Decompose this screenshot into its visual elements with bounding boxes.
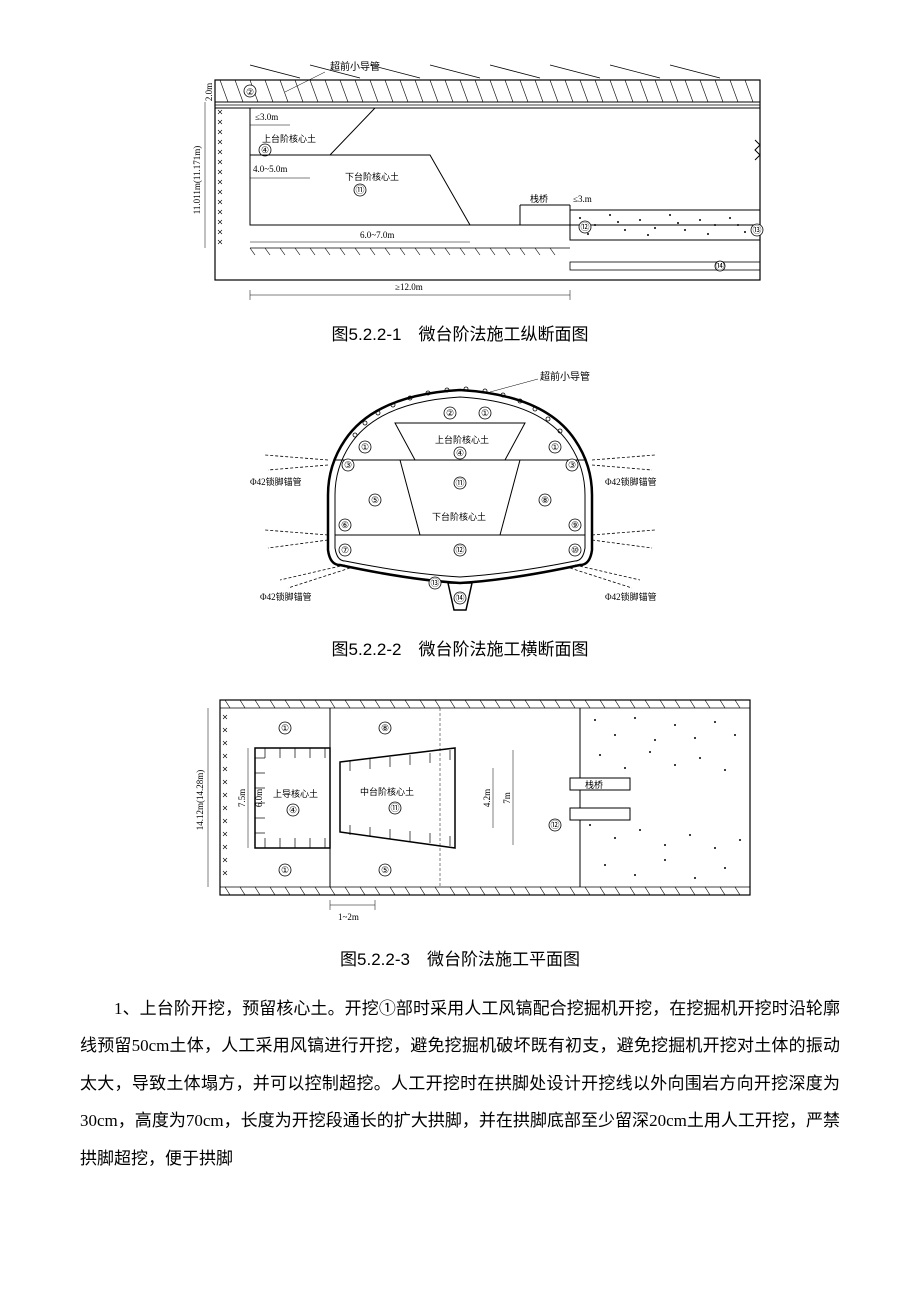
fig2-lower-core: 下台阶核心土 [432, 511, 486, 522]
fig2-m3b: ③ [568, 460, 576, 470]
fig2-anchor3: Φ42锁脚锚管 [260, 591, 312, 602]
label-upper-core: 上台阶核心土 [262, 133, 316, 144]
fig3-m4: ④ [289, 805, 297, 815]
fig1-caption: 图5.2.2-1 微台阶法施工纵断面图 [80, 320, 840, 345]
fig2-m9: ⑨ [571, 520, 579, 530]
dim-step1: ≤3.0m [255, 112, 278, 122]
marker-2: ② [246, 87, 254, 97]
fig3-upper-core: 上导核心土 [273, 788, 318, 799]
fig3-m8: ⑧ [381, 723, 389, 733]
fig3-dim-h4: 7m [502, 792, 512, 804]
fig2-svg: 超前小导管 上台阶核心土 ④ ⑪ 下台阶核心土 ② [210, 365, 710, 625]
marker-13: ⑬ [752, 225, 761, 235]
fig2-m13: ⑬ [430, 578, 439, 588]
fig2-m1b: ① [361, 442, 369, 452]
fig2-caption: 图5.2.2-2 微台阶法施工横断面图 [80, 635, 840, 660]
figure-1: ② 超前小导管 ≤3.0m 上台阶核心土 ④ 4.0~5.0m 下台阶核心土 ⑪… [80, 50, 840, 345]
fig2-m6: ⑥ [341, 520, 349, 530]
fig2-upper-core: 上台阶核心土 [435, 434, 489, 445]
body-paragraph: 1、上台阶开挖，预留核心土。开挖①部时采用人工风镐配合挖掘机开挖，在挖掘机开挖时… [80, 990, 840, 1177]
fig3-dim-h1: 7.5m [237, 789, 247, 807]
dim-top-height: 2.0m [204, 83, 214, 101]
fig2-anchor1: Φ42锁脚锚管 [250, 476, 302, 487]
fig2-m4: ④ [456, 448, 464, 458]
fig3-dim-height: 14.12m(14.28m) [195, 770, 205, 831]
fig3-mid-core: 中台阶核心土 [360, 786, 414, 797]
fig2-m7: ⑦ [341, 545, 349, 555]
figure-2: 超前小导管 上台阶核心土 ④ ⑪ 下台阶核心土 ② [80, 365, 840, 660]
fig2-m3: ③ [344, 460, 352, 470]
fig2-m8: ⑧ [541, 495, 549, 505]
fig2-m12: ⑫ [455, 545, 464, 555]
fig2-m11: ⑪ [455, 478, 464, 488]
fig3-bridge: 栈桥 [585, 779, 603, 790]
fig2-guide-pipe: 超前小导管 [540, 370, 590, 383]
fig2-m5: ⑤ [371, 495, 379, 505]
fig2-m14: ⑭ [455, 593, 464, 603]
fig3-m12: ⑫ [550, 820, 559, 830]
fig3-dim-h2: 6.0m [254, 789, 264, 807]
label-lower-core: 下台阶核心土 [345, 171, 399, 182]
dim-bottom: 6.0~7.0m [360, 230, 394, 240]
fig3-m1a: ① [281, 723, 289, 733]
fig3-svg: 上导核心土 ④ 中台阶核心土 ⑪ [160, 680, 760, 935]
marker-11: ⑪ [355, 185, 364, 195]
fig2-m2: ② [446, 408, 454, 418]
label-guide-pipe: 超前小导管 [330, 60, 380, 73]
fig1-svg: ② 超前小导管 ≤3.0m 上台阶核心土 ④ 4.0~5.0m 下台阶核心土 ⑪… [150, 50, 770, 310]
dim-total: ≥12.0m [395, 282, 423, 292]
fig2-m1c: ① [551, 442, 559, 452]
fig2-anchor4: Φ42锁脚锚管 [605, 591, 657, 602]
fig2-m10: ⑩ [571, 545, 579, 555]
label-bridge: 栈桥 [530, 193, 548, 204]
fig2-m1a: ① [481, 408, 489, 418]
fig3-caption: 图5.2.2-3 微台阶法施工平面图 [80, 945, 840, 970]
dim-step2: 4.0~5.0m [253, 164, 287, 174]
fig2-anchor2: Φ42锁脚锚管 [605, 476, 657, 487]
marker-12: ⑫ [580, 222, 589, 232]
marker-14: ⑭ [715, 261, 724, 271]
fig3-m5: ⑤ [381, 865, 389, 875]
dim-extra: ≤3.m [573, 194, 592, 204]
fig3-m11: ⑪ [390, 803, 399, 813]
fig3-m1b: ① [281, 865, 289, 875]
fig3-dim-h3: 4.2m [482, 789, 492, 807]
fig3-dim-bottom: 1~2m [338, 912, 359, 922]
dim-height: 11.011m(11.171m) [192, 146, 202, 215]
marker-4: ④ [261, 145, 269, 155]
figure-3: 上导核心土 ④ 中台阶核心土 ⑪ [80, 680, 840, 970]
